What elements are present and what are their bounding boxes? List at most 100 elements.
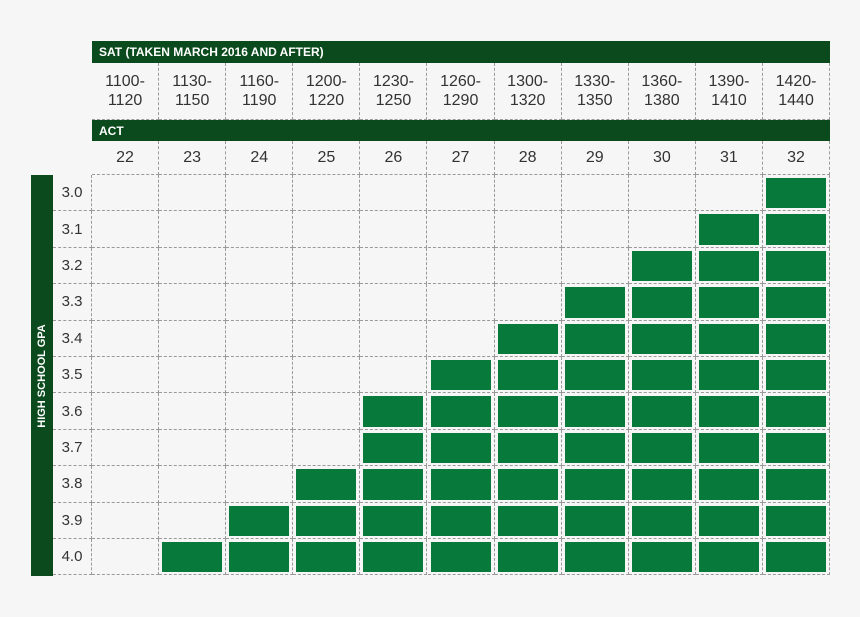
grid-cell	[293, 211, 361, 248]
grid-cell	[92, 539, 160, 576]
grid-cell	[763, 539, 831, 576]
qualified-cell	[363, 542, 424, 573]
qualified-cell	[631, 432, 692, 464]
qualified-cell	[631, 287, 692, 318]
qualified-cell	[564, 505, 625, 536]
grid-cell	[763, 284, 831, 321]
gpa-label: 3.9	[53, 502, 92, 539]
grid-cell	[92, 320, 160, 357]
grid-cell	[695, 284, 763, 321]
grid-cell	[695, 247, 763, 285]
qualified-cell	[766, 469, 827, 500]
qualified-cell	[296, 469, 357, 500]
qualified-cell	[766, 287, 827, 318]
sat-range-line: 1150	[174, 92, 210, 109]
grid-cell	[695, 175, 763, 212]
grid-cell	[561, 466, 629, 503]
grid-cell	[561, 284, 629, 321]
grid-cell	[293, 175, 361, 212]
sat-range: 1200- 1220	[293, 63, 361, 120]
grid-cell	[494, 284, 562, 321]
qualified-cell	[766, 360, 827, 391]
grid-cell	[763, 247, 831, 285]
grid-cell	[360, 247, 428, 285]
grid-cell	[561, 357, 629, 394]
sat-range: 1160- 1190	[226, 63, 294, 120]
qualified-cell	[430, 432, 491, 464]
sat-range-line: 1290	[442, 92, 479, 109]
grid-cell	[628, 247, 696, 285]
act-score: 27	[427, 141, 495, 175]
grid-cell	[695, 393, 763, 430]
grid-cell	[494, 247, 562, 285]
qualified-cell	[631, 360, 692, 391]
grid-cell	[226, 539, 294, 576]
sat-range: 1360- 1380	[628, 63, 696, 120]
gpa-label: 3.7	[53, 429, 92, 467]
grid-cell	[360, 357, 428, 394]
grid-cell	[226, 320, 294, 357]
grid-cell	[763, 429, 831, 467]
grid-cell	[628, 211, 696, 248]
qualified-cell	[631, 469, 692, 500]
qualified-cell	[698, 432, 759, 464]
sat-range-line: 1320	[509, 92, 546, 109]
sat-range-line: 1160-	[239, 73, 280, 90]
grid-cell	[561, 211, 629, 248]
grid-cell	[427, 393, 495, 430]
sat-range-line: 1260-	[440, 73, 481, 90]
qualified-cell	[162, 542, 223, 573]
grid-cell	[427, 211, 495, 248]
grid-cell	[293, 357, 361, 394]
qualified-cell	[631, 542, 692, 573]
grid-cell	[92, 466, 160, 503]
sat-range-line: 1130-	[172, 73, 212, 90]
grid-cell	[494, 357, 562, 394]
grid-cell	[92, 247, 160, 285]
grid-cell	[159, 320, 227, 357]
sat-range: 1130- 1150	[159, 63, 227, 120]
grid-cell	[293, 320, 361, 357]
grid-cell	[427, 175, 495, 212]
qualified-cell	[698, 396, 759, 427]
grid-cell	[427, 502, 495, 539]
grid-cell	[561, 175, 629, 212]
act-score: 32	[763, 141, 831, 175]
gpa-label: 3.6	[53, 393, 92, 430]
grid-cell	[763, 175, 831, 212]
act-score: 22	[92, 141, 160, 175]
grid-cell	[92, 393, 160, 430]
qualified-cell	[631, 505, 692, 536]
grid-cell	[628, 429, 696, 467]
qualified-cell	[766, 432, 827, 464]
act-score: 28	[494, 141, 562, 175]
qualified-cell	[497, 542, 558, 573]
grid-cell	[159, 429, 227, 467]
grid-cell	[561, 247, 629, 285]
grid-cell	[293, 247, 361, 285]
grid-cell	[695, 320, 763, 357]
qualified-cell	[631, 396, 692, 427]
qualified-cell	[766, 250, 827, 282]
act-score: 23	[159, 141, 227, 175]
qualified-cell	[497, 505, 558, 536]
grid-cell	[695, 357, 763, 394]
grid-cell	[628, 320, 696, 357]
grid-cell	[226, 393, 294, 430]
grid-cell	[628, 393, 696, 430]
grid-cell	[427, 284, 495, 321]
grid-cell	[494, 320, 562, 357]
grid-cell	[494, 429, 562, 467]
qualified-cell	[631, 323, 692, 354]
grid-cell	[763, 211, 831, 248]
sat-range-line: 1420-	[775, 73, 817, 90]
grid-cell	[293, 539, 361, 576]
grid-cell	[360, 284, 428, 321]
grid-cell	[360, 393, 428, 430]
gpa-header: HIGH SCHOOL GPA	[31, 175, 53, 576]
sat-range: 1420- 1440	[763, 63, 831, 120]
grid-cell	[226, 357, 294, 394]
grid-cell	[695, 466, 763, 503]
qualified-cell	[766, 396, 827, 427]
grid-cell	[226, 175, 294, 212]
